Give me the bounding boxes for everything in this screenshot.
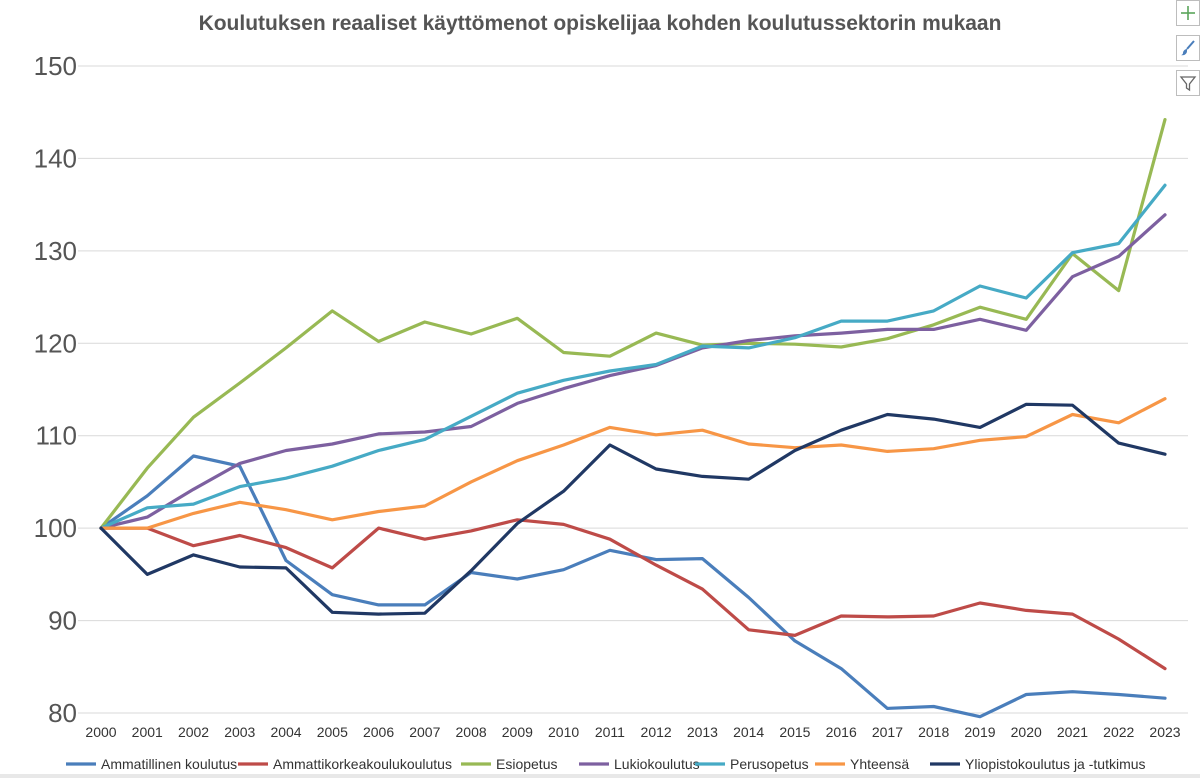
funnel-icon	[1179, 76, 1197, 92]
series-line-ammattikorkeakoulukoulutus	[99, 518, 1167, 671]
series-lines	[99, 118, 1167, 719]
x-tick-label: 2015	[779, 724, 810, 740]
x-tick-label: 2004	[270, 724, 301, 740]
x-tick-label: 2006	[363, 724, 394, 740]
legend-item[interactable]: Ammattikorkeakoulukoulutus	[238, 756, 452, 772]
series-line-yliopistokoulutus-ja-tutkimus	[99, 402, 1167, 616]
y-tick-label: 80	[48, 698, 77, 728]
x-tick-label: 2005	[317, 724, 348, 740]
x-tick-label: 2009	[502, 724, 533, 740]
chart-title: Koulutuksen reaaliset käyttömenot opiske…	[199, 12, 1002, 35]
x-tick-label: 2016	[826, 724, 857, 740]
x-tick-label: 2011	[595, 724, 625, 740]
y-tick-label: 130	[34, 236, 77, 266]
x-tick-label: 2014	[733, 724, 764, 740]
series-line-lukiokoulutus	[99, 213, 1167, 530]
x-tick-label: 2021	[1057, 724, 1088, 740]
x-tick-label: 2022	[1103, 724, 1134, 740]
series-line-ammatillinen-koulutus	[99, 454, 1167, 719]
y-tick-label: 100	[34, 513, 77, 543]
x-tick-label: 2012	[641, 724, 672, 740]
x-tick-label: 2007	[409, 724, 440, 740]
x-tick-label: 2010	[548, 724, 579, 740]
x-tick-label: 2023	[1149, 724, 1180, 740]
y-tick-label: 150	[34, 51, 77, 81]
plus-icon	[1181, 6, 1195, 20]
legend-label: Yhteensä	[850, 756, 909, 772]
legend-item[interactable]: Ammatillinen koulutus	[66, 756, 237, 772]
y-tick-label: 140	[34, 143, 77, 173]
y-tick-label: 90	[48, 606, 77, 636]
series-line-esiopetus	[99, 118, 1167, 530]
legend-item[interactable]: Yhteensä	[815, 756, 909, 772]
x-tick-label: 2001	[132, 724, 163, 740]
y-axis-ticks: 80 90 100 110 120 130 140 150	[34, 51, 77, 728]
x-tick-label: 2019	[964, 724, 995, 740]
x-tick-label: 2017	[872, 724, 903, 740]
window-bottom-strip	[0, 774, 1200, 778]
legend-item[interactable]: Esiopetus	[461, 756, 557, 772]
brush-icon	[1181, 40, 1195, 56]
y-tick-label: 120	[34, 328, 77, 358]
legend-label: Esiopetus	[496, 756, 557, 772]
x-tick-label: 2008	[456, 724, 487, 740]
chart-elements-button[interactable]	[1176, 0, 1200, 26]
legend-item[interactable]: Perusopetus	[695, 756, 809, 772]
x-tick-label: 2002	[178, 724, 209, 740]
gridlines	[78, 65, 1188, 714]
x-tick-label: 2018	[918, 724, 949, 740]
x-tick-label: 2000	[85, 724, 116, 740]
legend-item[interactable]: Yliopistokoulutus ja -tutkimus	[930, 756, 1146, 772]
series-line-perusopetus	[99, 183, 1167, 530]
legend-item[interactable]: Lukiokoulutus	[579, 756, 700, 772]
x-tick-label: 2003	[224, 724, 255, 740]
x-tick-label: 2020	[1011, 724, 1042, 740]
legend[interactable]: Ammatillinen koulutus Ammattikorkeakouluk…	[66, 756, 1146, 772]
legend-label: Perusopetus	[730, 756, 809, 772]
legend-label: Ammattikorkeakoulukoulutus	[273, 756, 452, 772]
x-tick-label: 2013	[687, 724, 718, 740]
chart-styles-button[interactable]	[1176, 35, 1200, 61]
y-tick-label: 110	[36, 421, 77, 451]
x-axis-ticks: 2000 2001 2002 2003 2004 2005 2006 2007 2008 2009…	[85, 724, 1180, 740]
legend-label: Lukiokoulutus	[614, 756, 700, 772]
series-line-yhteensä	[99, 397, 1167, 530]
legend-label: Yliopistokoulutus ja -tutkimus	[965, 756, 1146, 772]
legend-label: Ammatillinen koulutus	[101, 756, 237, 772]
chart-filters-button[interactable]	[1176, 70, 1200, 96]
